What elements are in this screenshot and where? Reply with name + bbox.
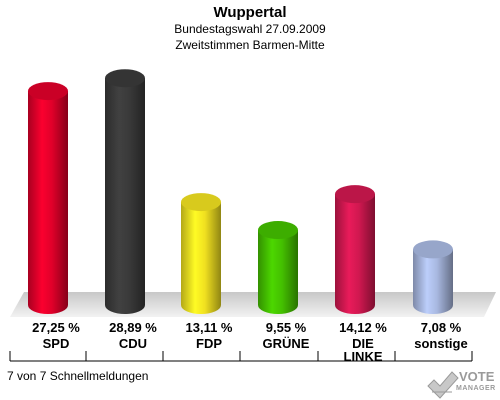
category-label: sonstige [414,336,468,351]
bar-die-linke [335,185,375,314]
bar-body [335,194,375,314]
bar-body [413,249,453,314]
bar-top [413,240,453,259]
bar-sonstige [413,240,453,314]
data-label: 13,11 % [185,320,233,335]
bar-body [181,202,221,314]
bar-top [28,82,68,101]
bar-body [105,78,145,314]
category-label: SPD [42,336,70,351]
data-label: 14,12 % [339,320,387,335]
bar-gr-ne [258,221,298,314]
logo-text-manager: MANAGER [456,385,496,392]
chart-subtitle-district: Zweitstimmen Barmen-Mitte [175,38,325,52]
bar-fdp [181,193,221,314]
bar-body [258,230,298,314]
footer-status: 7 von 7 Schnellmeldungen [7,369,149,383]
bar-top [181,193,221,212]
category-label: DIE LINKE [343,336,383,364]
logo-text-vote: VOTE [459,369,495,384]
data-label: 27,25 % [32,320,80,335]
bar-top [335,185,375,204]
chart-subtitle-election: Bundestagswahl 27.09.2009 [174,22,326,36]
category-label: GRÜNE [262,336,310,351]
data-label: 7,08 % [420,320,462,335]
bar-body [28,91,68,315]
bar-cdu [105,69,145,314]
bar-top [105,69,145,88]
data-label: 9,55 % [265,320,307,335]
data-label: 28,89 % [109,320,157,335]
category-label: CDU [118,336,148,351]
category-label: FDP [196,336,222,351]
bar-spd [28,82,68,315]
chart-title: Wuppertal [213,4,287,21]
bar-top [258,221,298,240]
vote-check-icon [427,371,459,399]
